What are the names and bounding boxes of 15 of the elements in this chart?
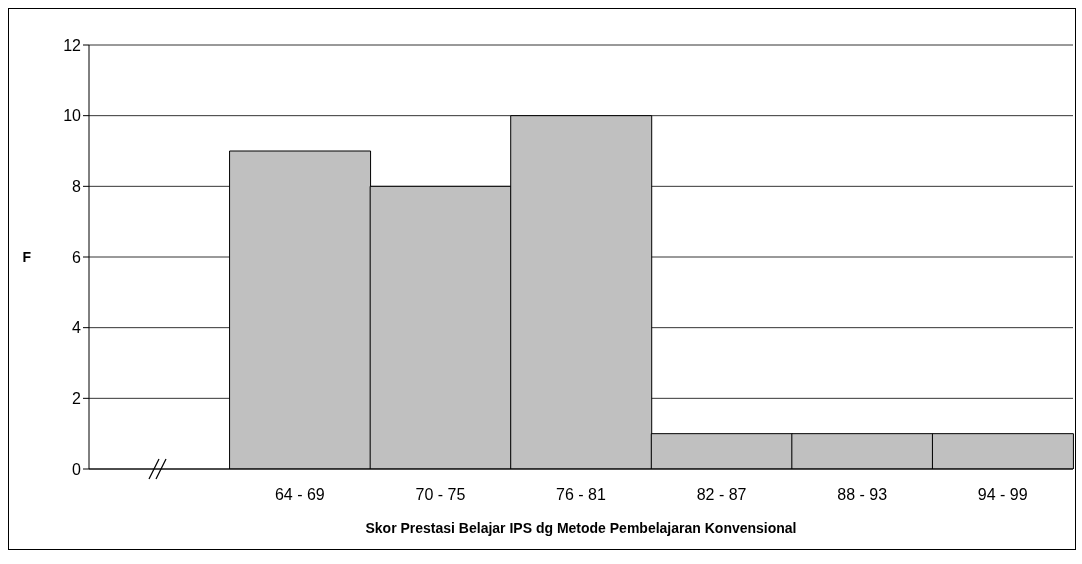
y-tick-label: 6 <box>72 248 82 266</box>
x-tick-label: 82 - 87 <box>696 486 747 504</box>
x-axis-title: Skor Prestasi Belajar IPS dg Metode Pembelajaran Konvensional <box>365 520 797 536</box>
x-tick-label: 70 - 75 <box>415 486 466 504</box>
y-tick-label: 8 <box>72 178 82 196</box>
x-tick-label: 76 - 81 <box>556 486 607 504</box>
y-tick-label: 4 <box>72 319 82 337</box>
y-tick-label: 2 <box>72 390 82 408</box>
x-tick-label: 64 - 69 <box>274 486 325 504</box>
x-tick-label: 88 - 93 <box>837 486 888 504</box>
y-axis-title: F <box>22 248 32 265</box>
y-tick-label: 12 <box>63 36 82 54</box>
x-tick-label: 94 - 99 <box>977 486 1028 504</box>
y-tick-label: 10 <box>63 107 82 125</box>
y-tick-label: 0 <box>72 460 82 478</box>
